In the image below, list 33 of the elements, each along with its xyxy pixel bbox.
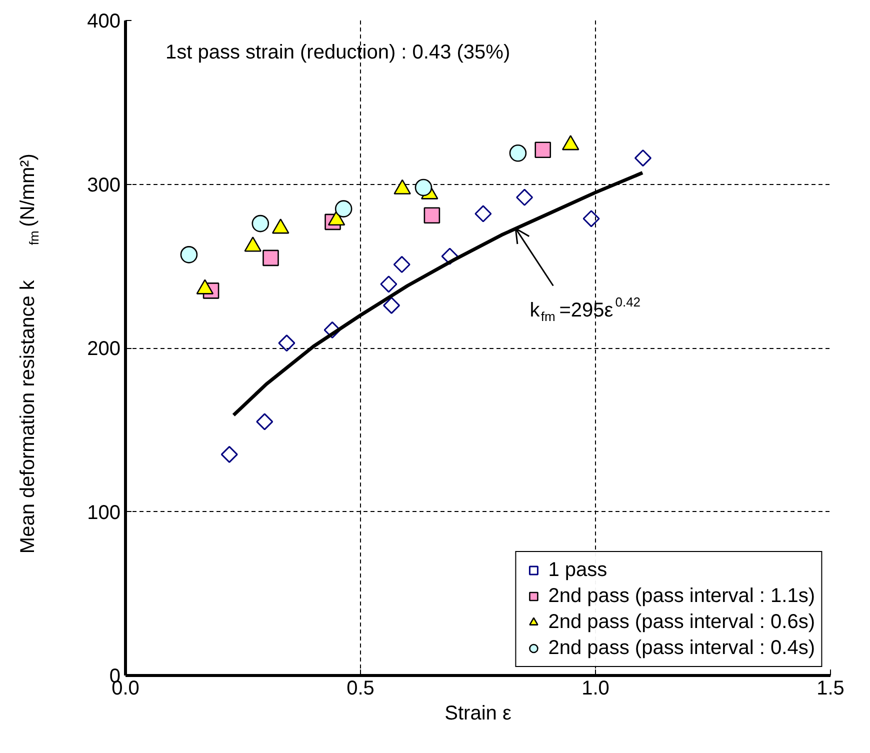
point	[474, 205, 492, 222]
point	[509, 144, 527, 162]
y-tick-label: 300	[87, 174, 121, 196]
point	[380, 276, 398, 293]
legend-label: 2nd pass (pass interval : 0.6s)	[548, 610, 815, 634]
point	[262, 250, 279, 266]
x-tick-label: 1.5	[816, 678, 844, 700]
point	[382, 296, 400, 314]
legend-label: 1 pass	[548, 558, 608, 582]
annotation: 1st pass strain (reduction) : 0.43 (35%)	[166, 42, 510, 64]
point	[252, 214, 270, 232]
y-tick-label: 100	[87, 502, 121, 524]
point	[516, 188, 534, 206]
point	[324, 321, 341, 339]
point	[424, 207, 440, 224]
legend-label: 2nd pass (pass interval : 1.1s)	[548, 584, 815, 608]
point	[278, 334, 296, 352]
point	[180, 246, 198, 264]
y-tick-label: 200	[87, 338, 121, 360]
point	[393, 256, 410, 274]
point	[256, 413, 274, 430]
x-tick-label: 0.5	[346, 678, 374, 700]
point	[220, 446, 238, 463]
point	[582, 210, 600, 228]
point	[334, 200, 352, 218]
x-axis-title: Strain ε	[444, 702, 512, 724]
y-tick-label: 400	[87, 10, 121, 32]
x-tick-label: 1.0	[582, 678, 610, 700]
legend-label: 2nd pass (pass interval : 0.4s)	[548, 636, 815, 660]
text: Mean deformation resistance kfm (N/mm²)	[17, 154, 42, 554]
point	[414, 178, 432, 196]
point	[634, 150, 652, 167]
point	[534, 142, 552, 158]
